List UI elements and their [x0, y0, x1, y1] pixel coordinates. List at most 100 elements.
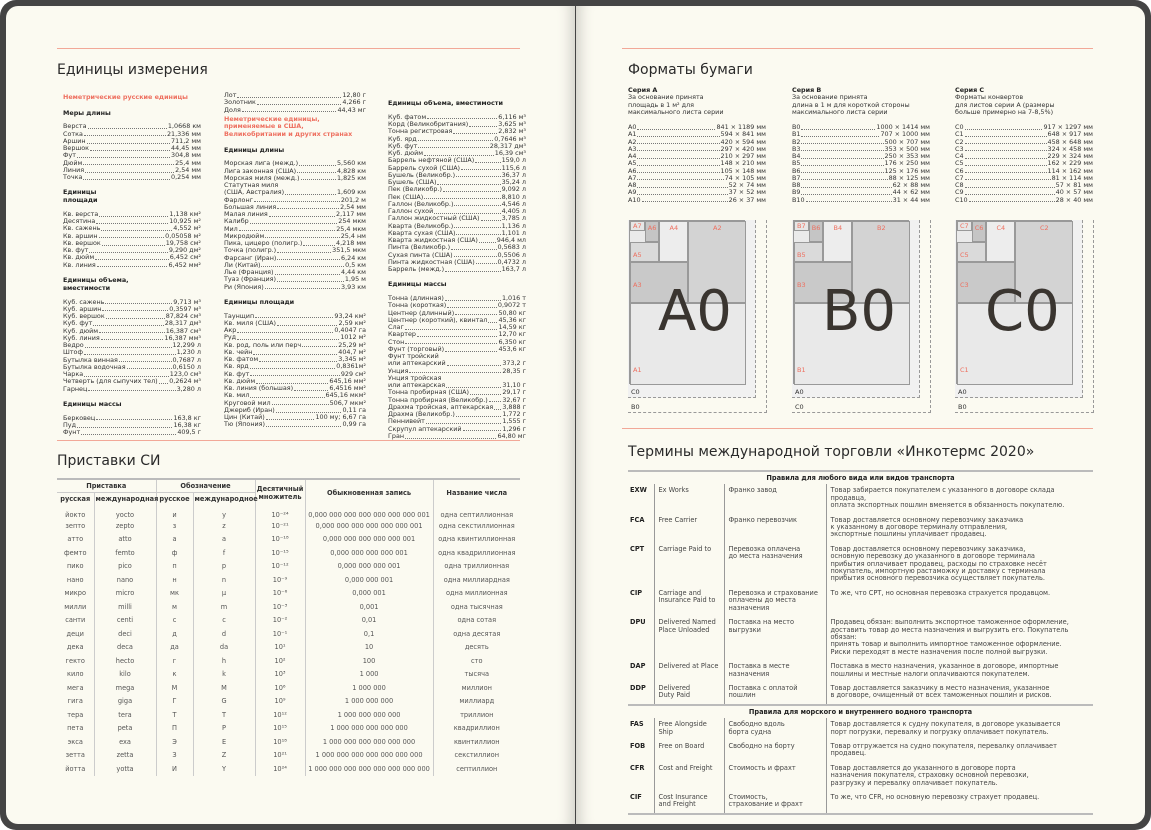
- unit-name: Тонна (короткая): [388, 301, 447, 310]
- table-cell: Z: [192, 748, 256, 762]
- table-cell: 10⁻⁹: [254, 573, 306, 587]
- incoterm-cell: Товар отгружается на судно покупателя, п…: [825, 739, 1093, 762]
- dot-leader: [96, 419, 173, 421]
- table-cell: 1 000 000 000 000: [304, 708, 434, 722]
- units-title: Единицы измерения: [57, 62, 208, 78]
- unit-row: Круговой мил 506,7 мкм²: [224, 399, 366, 407]
- format-row: B8 62 × 88 мм: [792, 181, 930, 189]
- unit-name: Тонна пробирная (Великобр.): [388, 395, 488, 404]
- table-cell: E: [192, 735, 256, 749]
- table-cell: 10²: [254, 654, 306, 668]
- dot-leader: [265, 237, 340, 239]
- table-cell: секстиллион: [432, 748, 521, 762]
- dot-leader: [488, 321, 498, 323]
- unit-name: Унция: [388, 366, 409, 375]
- table-cell: мк: [155, 586, 194, 600]
- table-cell: сто: [432, 654, 521, 668]
- unit-row: Куб. дюйм 16,39 см³: [388, 149, 526, 157]
- incoterm-cell: Свободно вдоль борта судна: [723, 718, 826, 740]
- dot-leader: [425, 423, 502, 424]
- format-size: 28 × 40 мм: [1055, 195, 1093, 204]
- dot-leader: [294, 389, 329, 391]
- dot-leader: [271, 404, 329, 406]
- unit-row: Кв. верста 1,138 км²: [63, 210, 201, 218]
- unit-value: 32,67 г: [502, 395, 526, 404]
- dot-leader: [964, 150, 1047, 152]
- unit-value: 4,546 л: [501, 199, 526, 208]
- incoterm-cell: Свободно на борту: [723, 739, 826, 762]
- table-cell: одна миллиардная: [432, 573, 521, 587]
- format-row: C5 162 × 229 мм: [955, 159, 1093, 167]
- dot-leader: [101, 244, 165, 246]
- unit-value: 1,95 м: [344, 275, 366, 284]
- unit-value: 409,5 г: [177, 428, 201, 437]
- dot-leader: [418, 147, 489, 149]
- table-cell: 10⁻²: [254, 613, 306, 627]
- unit-name: Кв. ярд: [224, 362, 249, 371]
- unit-value: 2,59 км²: [338, 318, 366, 327]
- unit-value: 201,2 м: [340, 195, 366, 204]
- unit-row: Кв. миля (США) 2,59 км²: [224, 318, 366, 327]
- dot-leader: [83, 164, 175, 166]
- unit-value: 9,713 м³: [173, 297, 201, 306]
- dot-leader: [274, 273, 341, 275]
- unit-value: 2,832 м³: [498, 127, 526, 136]
- unit-name: Гран: [388, 431, 405, 440]
- dot-leader: [475, 161, 501, 163]
- outer-format-label: A0: [958, 388, 967, 396]
- format-size: 229 × 324 мм: [1047, 152, 1094, 160]
- main-format-sheet: A1 A2 A3 A4 A5 A6 A7 A0: [629, 220, 746, 385]
- unit-row: Доля 44,43 мг: [224, 106, 366, 114]
- unit-row: Тонна (длинная) 1,016 т: [388, 294, 526, 302]
- unit-value: 28,317 дм³: [489, 141, 526, 150]
- unit-value: 19,758 см²: [165, 238, 201, 247]
- units-column: Лот 12,80 г Золотник 4,266 г Доля 44,43 мг Нем…: [224, 91, 366, 429]
- incoterm-cell: FCA: [630, 515, 645, 524]
- dot-leader: [237, 339, 340, 341]
- unit-name: Лот: [224, 91, 237, 99]
- unit-value: 9,290 дм²: [168, 246, 201, 255]
- incoterm-row: FAS Free Alongside Ship Свободно вдоль бор…: [628, 718, 1093, 740]
- incoterm-row: EXW Ex Works Франко завод Товар забирается …: [628, 484, 1093, 514]
- format-size: 458 × 648 мм: [1047, 137, 1094, 146]
- unit-row: Калибр 254 мкм: [224, 218, 366, 226]
- unit-row: Тонна пробирная (США) 29,17 г: [388, 389, 526, 397]
- format-name: C2: [955, 137, 964, 146]
- divider: [57, 440, 520, 441]
- sub-format-sheet: A2: [688, 221, 746, 303]
- unit-row: Кв. фут 9,290 дм²: [63, 246, 201, 255]
- unit-row: Куб. фут 28,317 дм³: [63, 319, 201, 328]
- unit-value: 16,387 мм³: [164, 333, 201, 342]
- dot-leader: [87, 128, 167, 130]
- series-name: Серия C: [955, 86, 985, 94]
- sub-format-sheet: C2: [1015, 221, 1073, 303]
- format-size: 31 × 44 мм: [892, 195, 930, 204]
- incoterm-cell: Поставка на место выгрузки: [723, 616, 826, 661]
- dot-leader: [637, 179, 724, 181]
- unit-name: Морская лига (межд.): [224, 159, 299, 168]
- unit-name: Акр: [224, 326, 237, 335]
- unit-row: Фарсанг (Иран) 6,24 км: [224, 253, 366, 262]
- incoterm-cell: Carriage and Insurance Paid to: [653, 586, 724, 617]
- unit-name: Ри (Япония): [224, 282, 264, 291]
- unit-row: Точка (полигр.) 351,5 мкм: [224, 247, 366, 255]
- sub-format-sheet: A4: [659, 221, 688, 262]
- unit-name: Фарсанг (Иран): [224, 253, 277, 262]
- sub-format-sheet: A3: [630, 262, 688, 303]
- unit-name: Фарлонг: [224, 195, 254, 204]
- incoterm-cell: CIF: [628, 791, 654, 815]
- dot-leader: [405, 343, 498, 345]
- unit-name: Линия: [63, 165, 85, 174]
- table-cell: 0,000 000 000 001: [304, 559, 434, 573]
- unit-row: Морская миля (межд.) 1,825 км: [224, 174, 366, 182]
- header-row: Приставка Обозначение Десятичный множитель…: [57, 478, 521, 505]
- unit-name: Руд: [224, 333, 237, 342]
- dot-leader: [437, 183, 501, 185]
- incoterm-row: CPT Carriage Paid to Перевозка оплачена до…: [628, 542, 1093, 587]
- unit-name: Пуд: [63, 420, 77, 429]
- dot-leader: [86, 142, 171, 144]
- unit-value: 28,317 дм³: [164, 319, 201, 328]
- table-cell: hecto: [93, 654, 157, 668]
- outer-format-label: A0: [795, 388, 804, 396]
- big-format-label: B0: [822, 279, 897, 344]
